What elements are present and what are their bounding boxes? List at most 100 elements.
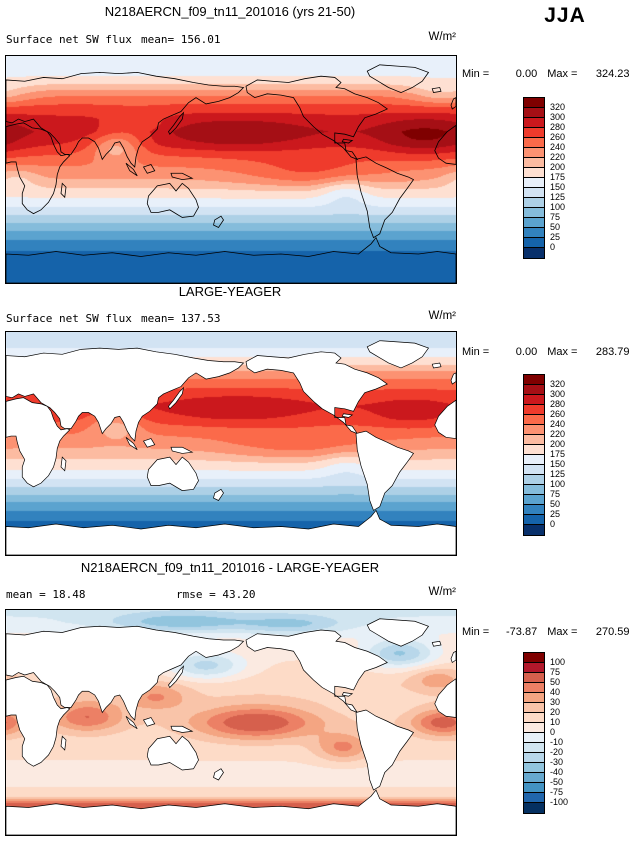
max-value: 270.59 (595, 626, 630, 638)
colorbar-cell: 320 (524, 98, 565, 112)
colorbar-tick-label: 300 (550, 389, 566, 399)
minmax-row: Min = 0.00 Max = 324.23 (462, 68, 629, 80)
mean-stat-value: 137.53 (180, 312, 221, 325)
colorbar-cell: 320 (524, 375, 565, 389)
min-label: Min = (462, 346, 490, 358)
field-label: Surface net SW flux (6, 312, 132, 325)
colorbar-cell: 75 (524, 485, 560, 499)
colorbar-cell: 100 (524, 475, 565, 489)
colorbar-cell: 200 (524, 435, 565, 449)
colorbar-cell: 200 (524, 158, 565, 172)
rmse-stat-label: rmse = (176, 588, 216, 601)
colorbar: 320 300 280 260 240 220 200 175 150 125 100 75 50 25 0 (523, 374, 565, 536)
panel-title: N218AERCN_f09_tn11_201016 - LARGE-YEAGER (80, 560, 380, 575)
colorbar-cell: 75 (524, 663, 560, 677)
colorbar-cell: 0 (524, 723, 555, 737)
stats-row: Surface net SW flux mean= 156.01 W/m² (6, 31, 456, 48)
colorbar-cell: 30 (524, 693, 560, 707)
colorbar-tick-label: 200 (550, 439, 566, 449)
colorbar-tick-label: 10 (550, 717, 561, 727)
rmse-stat: rmse = 43.20 (176, 588, 256, 601)
colorbar-cell: 50 (524, 495, 560, 509)
colorbar-tick-label: 25 (550, 232, 561, 242)
colorbar-cell: 0 (524, 515, 555, 529)
colorbar-cell: 50 (524, 218, 560, 232)
colorbar-cell: 125 (524, 465, 565, 479)
colorbar-cell (524, 803, 544, 813)
min-label: Min = (462, 626, 490, 638)
colorbar-cell: 40 (524, 683, 560, 697)
colorbar: 100 75 50 40 30 20 10 0 -10 -20 -30 -40 -50 -75 -100 (523, 652, 568, 814)
colorbar-cell: -10 (524, 733, 563, 747)
max-value: 283.79 (595, 346, 630, 358)
colorbar-tick-label: 100 (550, 202, 566, 212)
colorbar-cell: 260 (524, 128, 565, 142)
colorbar-cell: -20 (524, 743, 563, 757)
colorbar-cell: 260 (524, 405, 565, 419)
colorbar-tick-label: 50 (550, 677, 561, 687)
colorbar-tick-label: 40 (550, 687, 561, 697)
colorbar-tick-label: 75 (550, 212, 561, 222)
mean-stat-label: mean = (6, 588, 46, 601)
mean-stat-value: 156.01 (180, 33, 221, 46)
colorbar-cell: 240 (524, 415, 565, 429)
colorbar-tick-label: 125 (550, 469, 566, 479)
colorbar-cell: -75 (524, 783, 563, 797)
colorbar-cell: -40 (524, 763, 563, 777)
colorbar-tick-label: -10 (550, 737, 564, 747)
colorbar-tick-label: 25 (550, 509, 561, 519)
colorbar-tick-label: 240 (550, 419, 566, 429)
map-difference (5, 609, 457, 836)
colorbar: 320 300 280 260 240 220 200 175 150 125 100 75 50 25 0 (523, 97, 565, 259)
max-label: Max = (547, 68, 578, 80)
colorbar-tick-label: 300 (550, 112, 566, 122)
panel-difference: N218AERCN_f09_tn11_201016 - LARGE-YEAGER… (0, 560, 644, 842)
mean-stat-label: mean= (141, 33, 175, 46)
map-reference (5, 331, 457, 556)
season-label: JJA (544, 4, 586, 27)
colorbar-tick-label: 150 (550, 459, 566, 469)
min-value: 0.00 (515, 346, 538, 358)
units-label: W/m² (428, 31, 456, 43)
min-value: -73.87 (506, 626, 538, 638)
colorbar-tick-label: 50 (550, 222, 561, 232)
colorbar-cell: -100 (524, 793, 568, 807)
colorbar-tick-label: 175 (550, 172, 566, 182)
mean-stat: mean= 156.01 (141, 33, 221, 46)
panel-title: LARGE-YEAGER (178, 284, 282, 299)
colorbar-cell: 50 (524, 673, 560, 687)
field-label: Surface net SW flux (6, 33, 132, 46)
colorbar-tick-label: 30 (550, 697, 561, 707)
colorbar-cell: 150 (524, 178, 565, 192)
colorbar-cell: 150 (524, 455, 565, 469)
mean-stat-value: 18.48 (52, 588, 86, 601)
colorbar-tick-label: 0 (550, 242, 556, 252)
map-canvas-model (6, 56, 456, 283)
colorbar-tick-label: 240 (550, 142, 566, 152)
colorbar-tick-label: -40 (550, 767, 564, 777)
colorbar-cell: 10 (524, 713, 560, 727)
colorbar-tick-label: 100 (550, 479, 566, 489)
minmax-row: Min = 0.00 Max = 283.79 (462, 346, 629, 358)
colorbar-cell: 240 (524, 138, 565, 152)
colorbar-cell: 280 (524, 395, 565, 409)
colorbar-tick-label: -20 (550, 747, 564, 757)
panel-title: N218AERCN_f09_tn11_201016 (yrs 21-50) (104, 4, 356, 19)
units-label: W/m² (428, 586, 456, 598)
colorbar-cell: 20 (524, 703, 560, 717)
mean-stat: mean= 137.53 (141, 312, 221, 325)
max-value: 324.23 (595, 68, 630, 80)
colorbar-tick-label: 0 (550, 727, 556, 737)
colorbar-cell: 75 (524, 208, 560, 222)
colorbar-cell: 25 (524, 228, 560, 242)
map-model (5, 55, 457, 284)
colorbar-cell: 25 (524, 505, 560, 519)
coastlines-overlay (6, 64, 456, 283)
colorbar-cell: 125 (524, 188, 565, 202)
colorbar-tick-label: 260 (550, 132, 566, 142)
mean-stat-label: mean= (141, 312, 175, 325)
colorbar-tick-label: 320 (550, 379, 566, 389)
colorbar-tick-label: 0 (550, 519, 556, 529)
colorbar-tick-label: 150 (550, 182, 566, 192)
colorbar-tick-label: 175 (550, 449, 566, 459)
